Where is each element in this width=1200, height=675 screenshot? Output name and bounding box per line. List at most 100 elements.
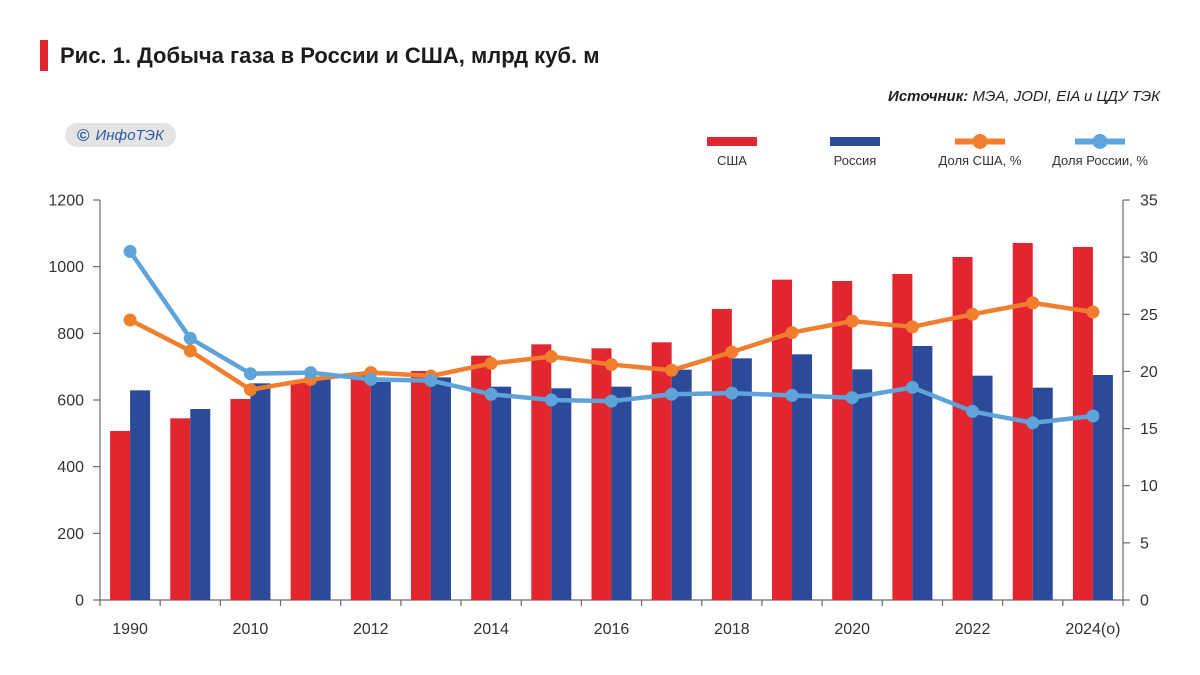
bar-usa-16 bbox=[1072, 247, 1093, 600]
point-russia-share-1 bbox=[183, 331, 197, 345]
bar-usa-4 bbox=[350, 373, 371, 600]
y-right-tick-label: 30 bbox=[1140, 250, 1158, 267]
bar-russia-5 bbox=[430, 377, 451, 600]
bar-usa-2 bbox=[230, 399, 251, 600]
axis-tick-labels: 0 200 400 600 800 1000 1200 0 5 10 15 20 25 30 35 1990 2… bbox=[48, 193, 1157, 639]
y-right-tick-label: 10 bbox=[1140, 478, 1158, 495]
legend-swatch-bar bbox=[707, 137, 757, 146]
figure-title: Рис. 1. Добыча газа в России и США, млрд… bbox=[60, 43, 600, 68]
point-russia-share-4 bbox=[364, 372, 378, 386]
point-russia-share-16 bbox=[1086, 409, 1100, 423]
bar-usa-3 bbox=[290, 383, 311, 600]
copyright-icon: © bbox=[77, 125, 90, 145]
bar-russia-12 bbox=[852, 369, 873, 600]
point-usa-share-2 bbox=[243, 383, 257, 397]
y-left-tick-label: 200 bbox=[57, 526, 84, 543]
bar-russia-0 bbox=[130, 390, 151, 600]
bar-russia-2 bbox=[250, 383, 271, 600]
bar-usa-8 bbox=[591, 348, 612, 600]
point-russia-share-8 bbox=[605, 394, 618, 408]
point-usa-share-14 bbox=[966, 307, 980, 321]
y-right-tick-label: 15 bbox=[1140, 421, 1158, 438]
legend-swatch-bar bbox=[830, 137, 880, 146]
y-right-tick-label: 20 bbox=[1140, 364, 1158, 381]
chart-legend: США Россия Доля США, % Доля России, % bbox=[707, 134, 1148, 168]
x-tick-label: 2012 bbox=[353, 621, 389, 638]
x-tick-label: 1990 bbox=[112, 621, 148, 638]
point-russia-share-10 bbox=[725, 386, 739, 400]
logo-text: ИнфоТЭК bbox=[95, 126, 164, 144]
bar-russia-9 bbox=[671, 369, 692, 600]
bar-usa-7 bbox=[531, 344, 552, 600]
point-usa-share-0 bbox=[123, 313, 137, 327]
x-tick-label: 2016 bbox=[594, 621, 630, 638]
y-left-tick-label: 800 bbox=[57, 326, 84, 343]
bar-russia-15 bbox=[1032, 387, 1053, 600]
bar-russia-13 bbox=[912, 346, 933, 600]
point-usa-share-16 bbox=[1086, 305, 1100, 319]
bar-usa-14 bbox=[952, 257, 973, 600]
y-right-tick-label: 25 bbox=[1140, 307, 1158, 324]
bar-russia-3 bbox=[310, 376, 331, 600]
x-tick-label: 2024(о) bbox=[1065, 621, 1120, 638]
y-right-tick-label: 5 bbox=[1140, 535, 1149, 552]
point-russia-share-5 bbox=[424, 374, 438, 388]
y-right-tick-label: 35 bbox=[1140, 193, 1158, 210]
bar-series-group bbox=[110, 243, 1113, 600]
source-label: Источник: bbox=[888, 88, 969, 105]
y-left-tick-label: 400 bbox=[57, 459, 84, 476]
point-usa-share-10 bbox=[725, 345, 739, 359]
point-russia-share-11 bbox=[785, 388, 799, 402]
point-usa-share-15 bbox=[1026, 296, 1040, 310]
bar-russia-10 bbox=[731, 358, 752, 600]
bar-usa-11 bbox=[772, 279, 793, 600]
bar-usa-1 bbox=[170, 418, 191, 600]
y-left-tick-label: 1200 bbox=[48, 193, 84, 210]
point-russia-share-12 bbox=[845, 391, 859, 405]
legend-swatch-dot bbox=[972, 134, 988, 149]
point-usa-share-11 bbox=[785, 326, 799, 340]
bar-usa-10 bbox=[711, 309, 732, 600]
y-left-tick-label: 0 bbox=[75, 593, 84, 610]
x-tick-label: 2010 bbox=[233, 621, 269, 638]
x-tick-label: 2014 bbox=[473, 621, 509, 638]
point-usa-share-6 bbox=[484, 356, 498, 370]
y-left-tick-label: 600 bbox=[57, 393, 84, 410]
x-tick-label: 2020 bbox=[834, 621, 870, 638]
infotek-logo: © ИнфоТЭК bbox=[65, 123, 176, 147]
bar-russia-16 bbox=[1092, 375, 1113, 600]
bar-russia-6 bbox=[491, 386, 512, 600]
point-russia-share-9 bbox=[665, 387, 679, 401]
source-text: МЭА, JODI, EIA и ЦДУ ТЭК bbox=[972, 88, 1160, 105]
bar-russia-4 bbox=[370, 382, 391, 600]
bar-usa-12 bbox=[832, 281, 853, 600]
bar-usa-0 bbox=[110, 431, 131, 600]
bar-russia-1 bbox=[190, 409, 211, 600]
bar-usa-9 bbox=[651, 342, 672, 600]
point-usa-share-12 bbox=[845, 314, 859, 328]
legend-swatch-dot bbox=[1092, 134, 1108, 149]
point-russia-share-14 bbox=[966, 404, 980, 418]
bar-russia-7 bbox=[551, 388, 572, 600]
point-usa-share-1 bbox=[183, 344, 197, 358]
legend-label: США bbox=[717, 153, 747, 168]
source-note: Источник: МЭА, JODI, EIA и ЦДУ ТЭК bbox=[888, 88, 1160, 105]
point-usa-share-13 bbox=[905, 320, 919, 334]
x-tick-label: 2022 bbox=[955, 621, 991, 638]
bar-usa-13 bbox=[892, 274, 913, 600]
point-russia-share-15 bbox=[1026, 416, 1040, 430]
point-usa-share-7 bbox=[544, 350, 558, 364]
legend-label: Доля США, % bbox=[939, 153, 1022, 168]
bar-russia-14 bbox=[972, 375, 993, 600]
x-tick-label: 2018 bbox=[714, 621, 750, 638]
bar-usa-6 bbox=[471, 355, 492, 600]
point-russia-share-2 bbox=[243, 367, 257, 381]
point-russia-share-3 bbox=[304, 366, 318, 380]
bar-russia-8 bbox=[611, 386, 632, 600]
y-right-tick-label: 0 bbox=[1140, 593, 1149, 610]
title-marker bbox=[40, 40, 48, 71]
line-series-group bbox=[123, 244, 1100, 430]
point-russia-share-7 bbox=[544, 393, 558, 407]
